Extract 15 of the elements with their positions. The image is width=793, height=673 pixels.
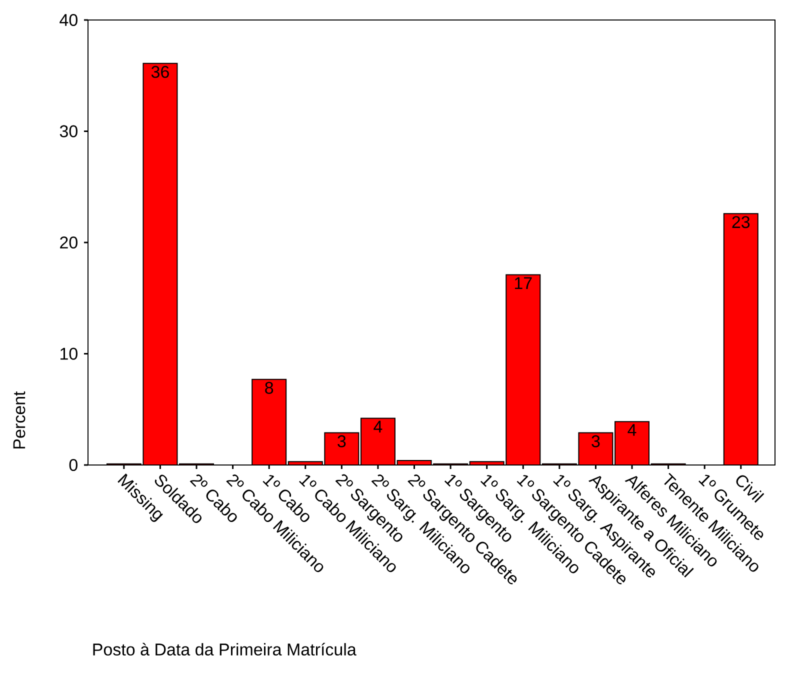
- y-tick-label: 0: [69, 458, 78, 472]
- data-label: 36: [151, 66, 169, 78]
- y-tick-label: 40: [60, 14, 78, 26]
- data-label: 3: [338, 435, 346, 448]
- data-label: 4: [374, 420, 382, 432]
- x-axis-title: Posto à Data da Primeira Matrícula: [93, 642, 356, 656]
- data-label: 8: [265, 382, 274, 394]
- y-tick-label: 30: [60, 125, 78, 138]
- y-tick-label: 10: [60, 348, 78, 360]
- y-axis-title: Percent: [13, 391, 26, 448]
- data-label: 17: [514, 277, 532, 289]
- data-label: 3: [592, 435, 600, 448]
- y-tick-label: 20: [60, 236, 78, 249]
- data-label: 4: [628, 424, 636, 436]
- data-label: 23: [732, 216, 750, 228]
